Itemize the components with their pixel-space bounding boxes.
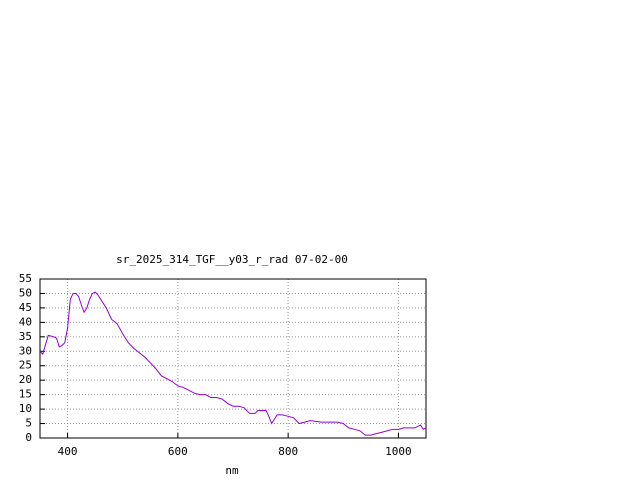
plot-frame bbox=[39, 278, 427, 439]
x-tick-label: 600 bbox=[168, 445, 188, 458]
data-line bbox=[39, 291, 427, 436]
y-tick-label: 5 bbox=[25, 417, 32, 430]
y-tick-label: 35 bbox=[19, 330, 32, 343]
chart-title: sr_2025_314_TGF__y03_r_rad 07-02-00 bbox=[116, 253, 348, 266]
x-axis-label: nm bbox=[225, 464, 239, 477]
y-tick-label: 45 bbox=[19, 301, 32, 314]
x-tick-label: 1000 bbox=[385, 445, 412, 458]
y-tick-label: 25 bbox=[19, 359, 32, 372]
y-tick-label: 15 bbox=[19, 388, 32, 401]
y-tick-label: 30 bbox=[19, 344, 32, 357]
x-tick-label: 400 bbox=[58, 445, 78, 458]
x-tick-label: 800 bbox=[278, 445, 298, 458]
y-tick-label: 55 bbox=[19, 272, 32, 285]
y-tick-label: 50 bbox=[19, 286, 32, 299]
y-tick-label: 40 bbox=[19, 315, 32, 328]
y-tick-label: 20 bbox=[19, 373, 32, 386]
y-tick-label: 10 bbox=[19, 402, 32, 415]
y-tick-label: 0 bbox=[25, 431, 32, 444]
